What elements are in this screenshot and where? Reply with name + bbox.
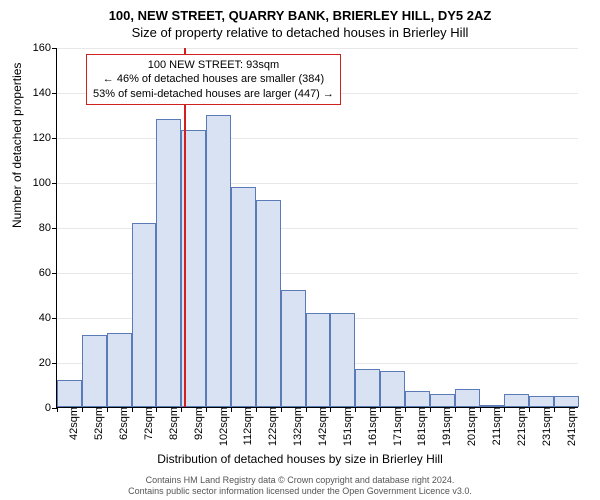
histogram-bar <box>554 396 579 407</box>
ytick-label: 60 <box>39 267 57 279</box>
x-axis-label: Distribution of detached houses by size … <box>0 452 600 466</box>
xtick-mark <box>156 407 157 412</box>
xtick-mark <box>405 407 406 412</box>
xtick-mark <box>256 407 257 412</box>
ytick-label: 0 <box>45 402 57 414</box>
xtick-label: 72sqm <box>141 407 155 440</box>
annotation-line2: ← 46% of detached houses are smaller (38… <box>93 72 334 86</box>
xtick-mark <box>529 407 530 412</box>
gridline <box>57 183 578 184</box>
xtick-label: 42sqm <box>66 407 80 440</box>
histogram-bar <box>156 119 181 407</box>
xtick-mark <box>455 407 456 412</box>
marker-annotation: 100 NEW STREET: 93sqm ← 46% of detached … <box>86 54 341 105</box>
xtick-mark <box>82 407 83 412</box>
histogram-bar <box>256 200 281 407</box>
histogram-bar <box>405 391 430 407</box>
xtick-label: 122sqm <box>265 407 279 446</box>
histogram-bar <box>107 333 132 407</box>
annotation-line3: 53% of semi-detached houses are larger (… <box>93 87 334 101</box>
y-axis-label: Number of detached properties <box>10 63 24 228</box>
histogram-bar <box>57 380 82 407</box>
xtick-label: 52sqm <box>91 407 105 440</box>
xtick-label: 191sqm <box>439 407 453 446</box>
xtick-mark <box>281 407 282 412</box>
xtick-label: 102sqm <box>216 407 230 446</box>
xtick-label: 112sqm <box>240 407 254 445</box>
attribution-line1: Contains HM Land Registry data © Crown c… <box>0 475 600 486</box>
attribution-line2: Contains public sector information licen… <box>0 486 600 497</box>
xtick-mark <box>306 407 307 412</box>
xtick-label: 231sqm <box>539 407 553 446</box>
xtick-label: 82sqm <box>166 407 180 440</box>
xtick-mark <box>231 407 232 412</box>
annotation-line1: 100 NEW STREET: 93sqm <box>93 58 334 72</box>
xtick-mark <box>330 407 331 412</box>
xtick-mark <box>107 407 108 412</box>
xtick-label: 151sqm <box>340 407 354 446</box>
histogram-bar <box>306 313 331 408</box>
ytick-label: 160 <box>33 42 57 54</box>
histogram-bar <box>504 394 529 408</box>
ytick-label: 80 <box>39 222 57 234</box>
histogram-bar <box>430 394 455 408</box>
ytick-label: 140 <box>33 87 57 99</box>
ytick-label: 40 <box>39 312 57 324</box>
histogram-bar <box>529 396 554 407</box>
xtick-mark <box>181 407 182 412</box>
gridline <box>57 138 578 139</box>
histogram-bar <box>380 371 405 407</box>
xtick-mark <box>380 407 381 412</box>
histogram-bar <box>206 115 231 408</box>
histogram-bar <box>132 223 157 408</box>
histogram-bar <box>480 405 505 407</box>
xtick-label: 62sqm <box>116 407 130 440</box>
xtick-mark <box>57 407 58 412</box>
attribution-text: Contains HM Land Registry data © Crown c… <box>0 475 600 497</box>
xtick-label: 211sqm <box>489 407 503 445</box>
xtick-mark <box>480 407 481 412</box>
histogram-bar <box>355 369 380 407</box>
xtick-mark <box>504 407 505 412</box>
xtick-mark <box>554 407 555 412</box>
xtick-mark <box>132 407 133 412</box>
xtick-label: 181sqm <box>414 407 428 446</box>
xtick-mark <box>355 407 356 412</box>
xtick-mark <box>430 407 431 412</box>
xtick-label: 221sqm <box>514 407 528 446</box>
histogram-bar <box>231 187 256 408</box>
xtick-label: 142sqm <box>315 407 329 446</box>
histogram-bar <box>82 335 107 407</box>
histogram-bar <box>281 290 306 407</box>
histogram-bar <box>330 313 355 408</box>
xtick-mark <box>206 407 207 412</box>
ytick-label: 20 <box>39 357 57 369</box>
xtick-label: 171sqm <box>390 407 404 446</box>
gridline <box>57 48 578 49</box>
chart-title: 100, NEW STREET, QUARRY BANK, BRIERLEY H… <box>0 0 600 23</box>
ytick-label: 100 <box>33 177 57 189</box>
ytick-label: 120 <box>33 132 57 144</box>
xtick-label: 92sqm <box>191 407 205 440</box>
xtick-label: 201sqm <box>464 407 478 446</box>
chart-subtitle: Size of property relative to detached ho… <box>0 23 600 44</box>
histogram-bar <box>455 389 480 407</box>
xtick-label: 241sqm <box>564 407 578 446</box>
chart-plot-area: 02040608010012014016042sqm52sqm62sqm72sq… <box>56 48 578 408</box>
xtick-label: 132sqm <box>290 407 304 446</box>
xtick-label: 161sqm <box>365 407 379 446</box>
